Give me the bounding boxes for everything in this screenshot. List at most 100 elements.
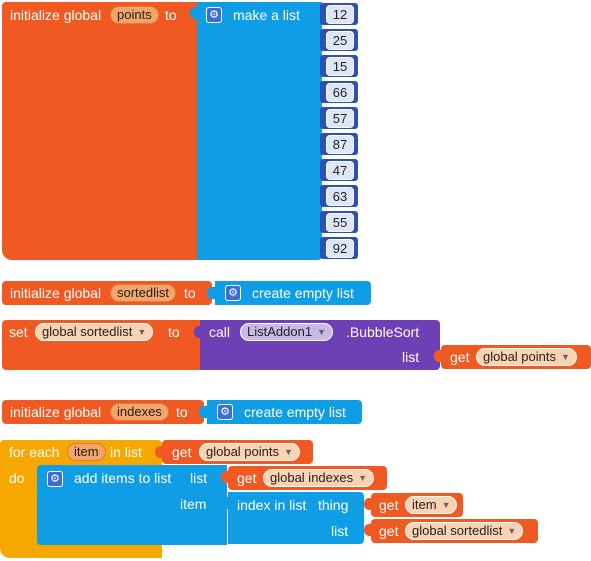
number-value-8[interactable]: 63	[326, 187, 354, 206]
index-in-list-label: index in list	[237, 497, 307, 513]
get-global-indexes-block[interactable]: get global indexes ▼	[228, 466, 387, 490]
get-global-sortedlist-block[interactable]: get global sortedlist ▼	[371, 519, 538, 543]
get-points-dropdown-2[interactable]: global points ▼	[199, 443, 300, 461]
get-sorted-tab	[364, 524, 372, 536]
indexes-var-name[interactable]: indexes	[110, 403, 169, 421]
gear-icon[interactable]: ⚙	[206, 7, 222, 23]
get-item-dropdown[interactable]: item ▼	[405, 496, 458, 514]
get-indexes-label: get	[237, 470, 257, 486]
index-in-list-block[interactable]: index in list thing list	[228, 492, 364, 544]
number-value-3[interactable]: 15	[326, 57, 354, 76]
get-label-1: get	[450, 349, 470, 365]
get-points-tab-2	[155, 446, 163, 458]
number-block-8[interactable]: 63	[320, 185, 358, 207]
chevron-down-icon: ▼	[284, 447, 293, 457]
component-dropdown[interactable]: ListAddon1 ▼	[240, 323, 333, 341]
init-sortedlist-block[interactable]: initialize global sortedlist to	[2, 281, 212, 305]
chevron-down-icon: ▼	[317, 327, 326, 337]
add-items-label: add items to list	[74, 470, 172, 486]
get-item-tab	[364, 498, 372, 510]
init-points-block[interactable]: initialize global points to	[2, 2, 197, 260]
gear-icon[interactable]: ⚙	[217, 404, 233, 420]
for-each-item-var[interactable]: item	[67, 443, 106, 461]
get-points-dropdown-text-1: global points	[483, 349, 556, 364]
get-item-dropdown-text: item	[412, 497, 437, 512]
number-value-1[interactable]: 12	[326, 5, 354, 24]
number-value-4[interactable]: 66	[326, 83, 354, 102]
set-label: set	[9, 324, 28, 340]
create-empty-list-tab-2	[199, 406, 207, 418]
number-block-4[interactable]: 66	[320, 81, 358, 103]
get-item-block[interactable]: get item ▼	[371, 493, 463, 517]
bubblesort-list-label: list	[402, 349, 420, 365]
chevron-down-icon: ▼	[507, 526, 517, 536]
index-list-label: list	[331, 523, 349, 539]
get-sorted-dropdown[interactable]: global sortedlist ▼	[405, 522, 524, 540]
number-block-9[interactable]: 55	[320, 211, 358, 233]
number-block-1[interactable]: 12	[320, 3, 358, 25]
get-item-label: get	[379, 497, 399, 513]
get-label-2: get	[172, 444, 192, 460]
add-items-item-label: item	[180, 496, 207, 512]
indexes-to-label: to	[176, 404, 188, 420]
number-block-7[interactable]: 47	[320, 159, 358, 181]
thing-label: thing	[318, 497, 349, 513]
get-global-points-block-1[interactable]: get global points ▼	[441, 345, 591, 369]
get-indexes-dropdown[interactable]: global indexes ▼	[263, 469, 375, 487]
number-value-10[interactable]: 92	[326, 239, 354, 258]
add-items-list-label: list	[190, 470, 208, 486]
number-value-9[interactable]: 55	[326, 213, 354, 232]
create-empty-list-block-2[interactable]: ⚙ create empty list	[207, 400, 362, 424]
init-indexes-block[interactable]: initialize global indexes to	[2, 400, 204, 424]
create-empty-list-block-1[interactable]: ⚙ create empty list	[215, 281, 371, 305]
make-list-block[interactable]: ⚙ make a list	[197, 2, 322, 260]
set-to-label: to	[168, 324, 180, 340]
chevron-down-icon: ▼	[561, 352, 570, 362]
gear-icon[interactable]: ⚙	[225, 285, 241, 301]
init-indexes-label: initialize global	[10, 404, 102, 420]
number-value-6[interactable]: 87	[326, 135, 354, 154]
number-block-6[interactable]: 87	[320, 133, 358, 155]
create-empty-list-tab-1	[207, 287, 215, 299]
get-sorted-dropdown-text: global sortedlist	[412, 523, 503, 538]
get-points-dropdown-text-2: global points	[206, 444, 279, 459]
set-var-dropdown-text: global sortedlist	[42, 324, 133, 339]
index-in-list-tab	[221, 497, 229, 509]
do-label: do	[9, 470, 25, 486]
number-block-3[interactable]: 15	[320, 55, 358, 77]
number-value-7[interactable]: 47	[326, 161, 354, 180]
set-var-dropdown[interactable]: global sortedlist ▼	[35, 323, 154, 341]
get-indexes-tab	[221, 471, 229, 483]
points-var-name[interactable]: points	[110, 6, 159, 24]
create-empty-list-label-2: create empty list	[244, 404, 346, 420]
get-global-points-block-2[interactable]: get global points ▼	[162, 440, 313, 464]
sortedlist-var-name[interactable]: sortedlist	[110, 284, 177, 302]
set-sortedlist-block[interactable]: set global sortedlist ▼ to	[2, 320, 200, 370]
get-points-tab-1	[434, 350, 442, 362]
get-indexes-dropdown-text: global indexes	[270, 470, 354, 485]
call-bubblesort-block[interactable]: call ListAddon1 ▼ .BubbleSort list	[200, 320, 440, 370]
sortedlist-to-label: to	[184, 285, 196, 301]
gear-icon[interactable]: ⚙	[47, 471, 63, 487]
make-list-label: make a list	[233, 7, 300, 23]
make-list-tab	[190, 7, 198, 19]
number-block-5[interactable]: 57	[320, 107, 358, 129]
create-empty-list-label-1: create empty list	[252, 285, 354, 301]
chevron-down-icon: ▼	[358, 473, 368, 483]
chevron-down-icon: ▼	[441, 500, 451, 510]
init-sortedlist-label: initialize global	[10, 285, 102, 301]
number-value-2[interactable]: 25	[326, 31, 354, 50]
number-block-2[interactable]: 25	[320, 29, 358, 51]
get-sorted-label: get	[379, 523, 399, 539]
get-points-dropdown-1[interactable]: global points ▼	[476, 348, 577, 366]
number-value-5[interactable]: 57	[326, 109, 354, 128]
call-label: call	[209, 324, 231, 340]
number-block-10[interactable]: 92	[320, 237, 358, 259]
for-each-label: for each	[9, 444, 60, 460]
chevron-down-icon: ▼	[137, 327, 147, 337]
call-tab	[194, 326, 202, 338]
component-dropdown-text: ListAddon1	[247, 324, 313, 339]
points-to-label: to	[165, 7, 177, 23]
init-points-label: initialize global	[10, 7, 102, 23]
add-items-block[interactable]: ⚙ add items to list list item	[37, 465, 227, 545]
